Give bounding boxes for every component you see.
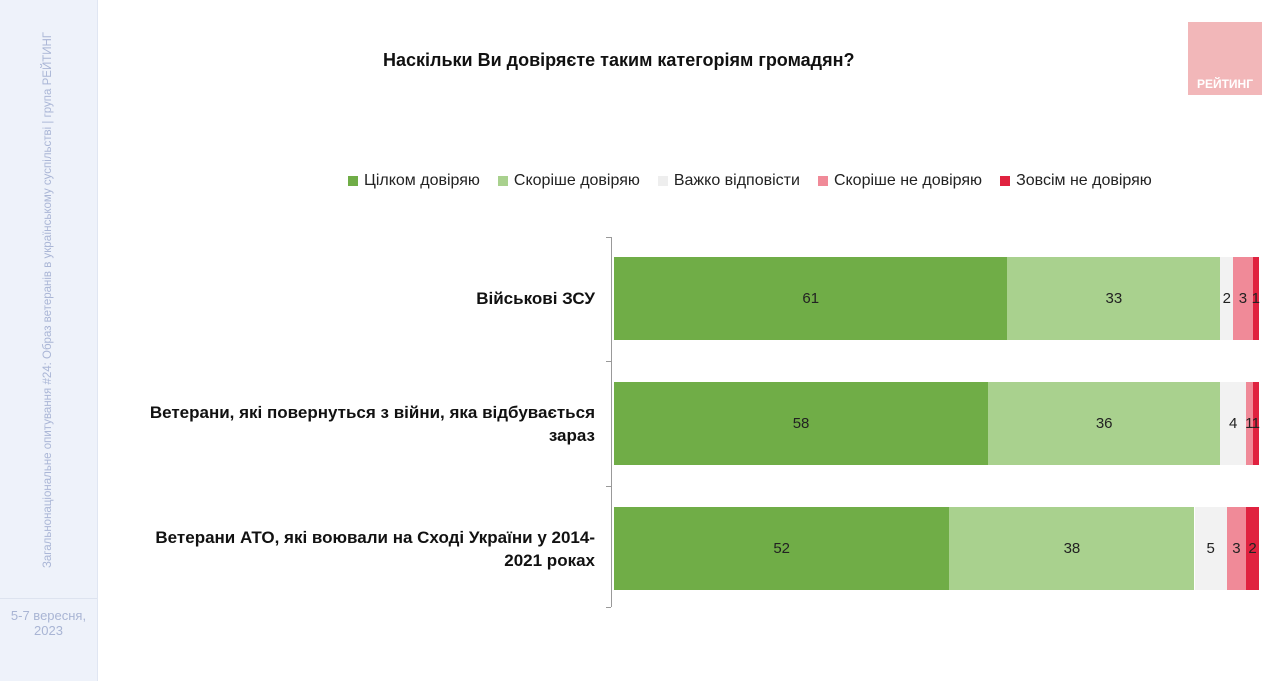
category-label-text: Ветерани АТО, які воювали на Сході Украї… — [155, 527, 595, 570]
legend-label: Важко відповісти — [673, 172, 800, 189]
legend-swatch — [657, 176, 668, 186]
legend-item: Важко відповісти — [657, 172, 800, 190]
survey-date: 5-7 вересня, 2023 — [10, 608, 87, 638]
legend-label: Зовсім не довіряю — [1016, 172, 1152, 189]
category-label-text: Військові ЗСУ — [476, 289, 595, 308]
legend-label: Скоріше довіряю — [513, 172, 640, 189]
axis-tick — [606, 486, 611, 487]
axis-tick — [606, 237, 611, 238]
bar-segment: 38 — [949, 507, 1195, 590]
legend-item: Скоріше не довіряю — [817, 172, 983, 190]
legend-item: Цілком довіряю — [348, 172, 480, 190]
logo-text: РЕЙТИНГ — [1196, 77, 1254, 91]
legend-swatch — [1000, 176, 1011, 186]
data-label: 1 — [1251, 415, 1260, 432]
axis-tick — [606, 361, 611, 362]
bar-segment: 36 — [988, 382, 1221, 465]
bar-segment: 61 — [614, 257, 1008, 340]
bar-segment: 33 — [1007, 257, 1221, 340]
data-label: 5 — [1206, 540, 1215, 557]
data-label: 1 — [1245, 415, 1254, 432]
bar-segment: 5 — [1194, 507, 1227, 590]
chart-title: Наскільки Ви довіряєте таким категоріям … — [383, 50, 855, 70]
bar-segment: 2 — [1246, 507, 1259, 590]
data-label: 2 — [1222, 290, 1231, 307]
data-label: 38 — [1063, 540, 1081, 557]
legend-item: Зовсім не довіряю — [1000, 172, 1152, 190]
legend-label: Скоріше не довіряю — [833, 172, 983, 189]
category-label: Військові ЗСУ — [125, 257, 595, 340]
rating-logo: РЕЙТИНГ — [1188, 22, 1262, 95]
legend-swatch — [497, 176, 508, 186]
data-label: 3 — [1232, 540, 1241, 557]
bar-segment: 1 — [1245, 382, 1254, 465]
data-label: 36 — [1095, 415, 1113, 432]
legend-swatch — [348, 176, 358, 186]
data-label: 52 — [773, 540, 791, 557]
bar-segment: 1 — [1251, 382, 1260, 465]
legend-swatch — [817, 176, 828, 186]
bar-segment: 58 — [614, 382, 989, 465]
legend-label: Цілком довіряю — [364, 172, 480, 189]
sidebar-caption: Загальнонаціональне опитування #24: Обра… — [42, 31, 54, 569]
axis-tick — [606, 607, 611, 608]
bar-segment: 52 — [614, 507, 950, 590]
data-label: 61 — [802, 290, 820, 307]
legend-item: Скоріше довіряю — [497, 172, 640, 190]
bar-segment: 1 — [1251, 257, 1260, 340]
data-label: 4 — [1229, 415, 1238, 432]
bar-segment: 4 — [1220, 382, 1247, 465]
sidebar: Загальнонаціональне опитування #24: Обра… — [0, 0, 98, 681]
data-label: 33 — [1105, 290, 1123, 307]
sidebar-divider — [0, 598, 97, 599]
category-axis — [611, 237, 612, 607]
data-label: 2 — [1248, 540, 1257, 557]
bar-segment: 3 — [1226, 507, 1247, 590]
bar-segment: 2 — [1220, 257, 1234, 340]
legend: Цілком довіряю Скоріше довіряю Важко відпо… — [348, 172, 1152, 190]
data-label: 58 — [792, 415, 810, 432]
category-label-text: Ветерани, які повернуться з війни, яка в… — [149, 402, 595, 445]
data-label: 1 — [1251, 290, 1260, 307]
data-label: 3 — [1238, 290, 1248, 307]
category-label: Ветерани АТО, які воювали на Сході Украї… — [125, 507, 595, 590]
category-label: Ветерани, які повернуться з війни, яка в… — [125, 382, 595, 465]
bar-segment: 3 — [1233, 257, 1253, 340]
